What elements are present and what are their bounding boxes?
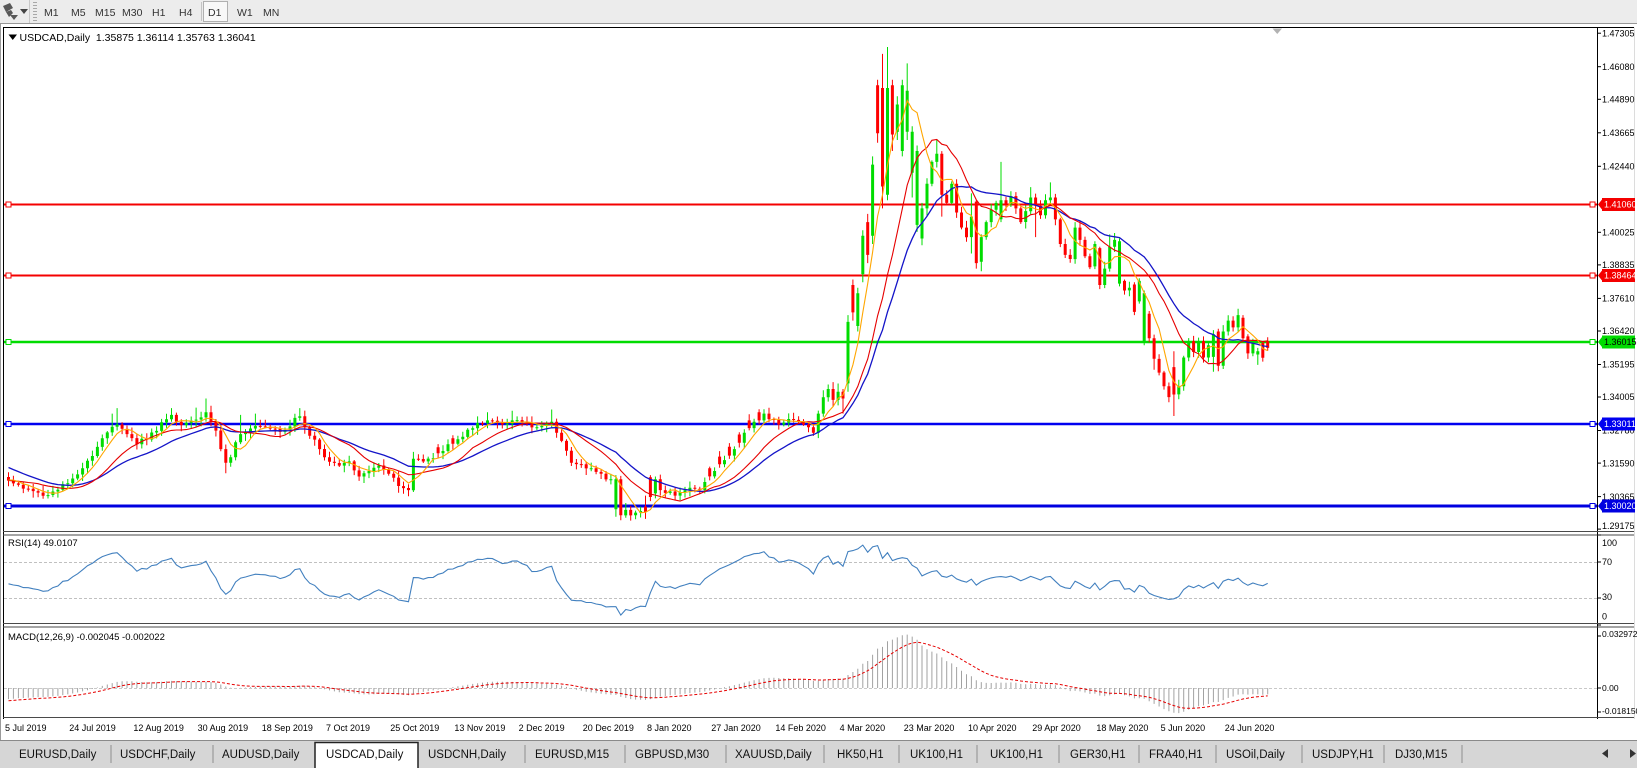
svg-text:1.31590: 1.31590 xyxy=(1602,458,1635,468)
svg-text:30: 30 xyxy=(1602,592,1612,602)
svg-text:30 Aug 2019: 30 Aug 2019 xyxy=(198,723,249,733)
svg-text:DJ30,M15: DJ30,M15 xyxy=(1395,749,1447,761)
svg-text:H1: H1 xyxy=(152,7,166,19)
svg-text:1.32780: 1.32780 xyxy=(1602,426,1635,436)
svg-text:8 Jan 2020: 8 Jan 2020 xyxy=(647,723,692,733)
svg-text:13 Nov 2019: 13 Nov 2019 xyxy=(454,723,505,733)
svg-text:1.41060: 1.41060 xyxy=(1604,200,1637,210)
svg-text:5 Jul 2019: 5 Jul 2019 xyxy=(5,723,47,733)
svg-text:M30: M30 xyxy=(122,7,143,19)
svg-text:5 Jun 2020: 5 Jun 2020 xyxy=(1161,723,1206,733)
svg-text:25 Oct 2019: 25 Oct 2019 xyxy=(390,723,439,733)
svg-text:27 Jan 2020: 27 Jan 2020 xyxy=(711,723,761,733)
svg-text:1.38835: 1.38835 xyxy=(1602,260,1635,270)
svg-text:1.40025: 1.40025 xyxy=(1602,228,1635,238)
svg-text:14 Feb 2020: 14 Feb 2020 xyxy=(775,723,826,733)
svg-text:1.36015: 1.36015 xyxy=(1604,337,1637,347)
svg-text:100: 100 xyxy=(1602,538,1617,548)
svg-text:EURUSD,M15: EURUSD,M15 xyxy=(535,749,609,761)
svg-text:UK100,H1: UK100,H1 xyxy=(990,749,1043,761)
svg-text:29 Apr 2020: 29 Apr 2020 xyxy=(1032,723,1081,733)
svg-text:0: 0 xyxy=(1602,612,1607,622)
svg-text:70: 70 xyxy=(1602,557,1612,567)
svg-text:10 Apr 2020: 10 Apr 2020 xyxy=(968,723,1017,733)
svg-text:1.38464: 1.38464 xyxy=(1604,271,1637,281)
svg-text:D1: D1 xyxy=(208,7,222,19)
svg-text:GER30,H1: GER30,H1 xyxy=(1070,749,1126,761)
svg-text:USDCAD,Daily: USDCAD,Daily xyxy=(326,749,404,761)
svg-text:7 Oct 2019: 7 Oct 2019 xyxy=(326,723,370,733)
svg-text:4 Mar 2020: 4 Mar 2020 xyxy=(840,723,886,733)
svg-text:0.032972: 0.032972 xyxy=(1602,629,1637,639)
svg-text:UK100,H1: UK100,H1 xyxy=(910,749,963,761)
svg-text:MACD(12,26,9) -0.002045 -0.002: MACD(12,26,9) -0.002045 -0.002022 xyxy=(8,632,165,643)
svg-text:W1: W1 xyxy=(237,7,253,19)
svg-text:2 Dec 2019: 2 Dec 2019 xyxy=(519,723,565,733)
svg-text:USDJPY,H1: USDJPY,H1 xyxy=(1312,749,1374,761)
svg-text:18 Sep 2019: 18 Sep 2019 xyxy=(262,723,313,733)
svg-text:1.36420: 1.36420 xyxy=(1602,326,1635,336)
svg-text:12 Aug 2019: 12 Aug 2019 xyxy=(133,723,184,733)
svg-text:USDCNH,Daily: USDCNH,Daily xyxy=(428,749,506,761)
svg-text:1.29175: 1.29175 xyxy=(1602,521,1635,531)
svg-text:23 Mar 2020: 23 Mar 2020 xyxy=(904,723,955,733)
svg-text:-0.018150: -0.018150 xyxy=(1602,706,1637,716)
svg-text:H4: H4 xyxy=(179,7,193,19)
svg-text:1.30020: 1.30020 xyxy=(1604,501,1637,511)
svg-text:1.43665: 1.43665 xyxy=(1602,128,1635,138)
svg-text:24 Jun 2020: 24 Jun 2020 xyxy=(1225,723,1275,733)
svg-text:0.00: 0.00 xyxy=(1602,683,1619,693)
svg-text:GBPUSD,M30: GBPUSD,M30 xyxy=(635,749,709,761)
svg-text:1.35195: 1.35195 xyxy=(1602,360,1635,370)
svg-text:18 May 2020: 18 May 2020 xyxy=(1096,723,1148,733)
svg-text:USDCHF,Daily: USDCHF,Daily xyxy=(120,749,196,761)
svg-text:1.30365: 1.30365 xyxy=(1602,492,1635,502)
svg-text:EURUSD,Daily: EURUSD,Daily xyxy=(19,749,97,761)
svg-text:1.37610: 1.37610 xyxy=(1602,294,1635,304)
svg-text:AUDUSD,Daily: AUDUSD,Daily xyxy=(222,749,300,761)
svg-text:HK50,H1: HK50,H1 xyxy=(837,749,884,761)
svg-text:20 Dec 2019: 20 Dec 2019 xyxy=(583,723,634,733)
svg-text:24 Jul 2019: 24 Jul 2019 xyxy=(69,723,116,733)
svg-text:XAUUSD,Daily: XAUUSD,Daily xyxy=(735,749,812,761)
svg-text:M15: M15 xyxy=(95,7,116,19)
svg-text:1.44890: 1.44890 xyxy=(1602,95,1635,105)
svg-text:1.47305: 1.47305 xyxy=(1602,28,1635,38)
svg-text:1.33011: 1.33011 xyxy=(1604,419,1636,429)
svg-text:1.46080: 1.46080 xyxy=(1602,62,1635,72)
svg-text:RSI(14) 49.0107: RSI(14) 49.0107 xyxy=(8,538,78,549)
svg-text:MN: MN xyxy=(263,7,279,19)
svg-text:FRA40,H1: FRA40,H1 xyxy=(1149,749,1203,761)
svg-text:M1: M1 xyxy=(44,7,59,19)
svg-text:1.34005: 1.34005 xyxy=(1602,392,1635,402)
svg-text:1.42440: 1.42440 xyxy=(1602,162,1635,172)
svg-text:USDCAD,Daily 1.35875 1.36114: USDCAD,Daily 1.35875 1.36114 1.35763 1.3… xyxy=(20,32,256,44)
svg-text:USOil,Daily: USOil,Daily xyxy=(1226,749,1285,761)
svg-text:M5: M5 xyxy=(71,7,86,19)
